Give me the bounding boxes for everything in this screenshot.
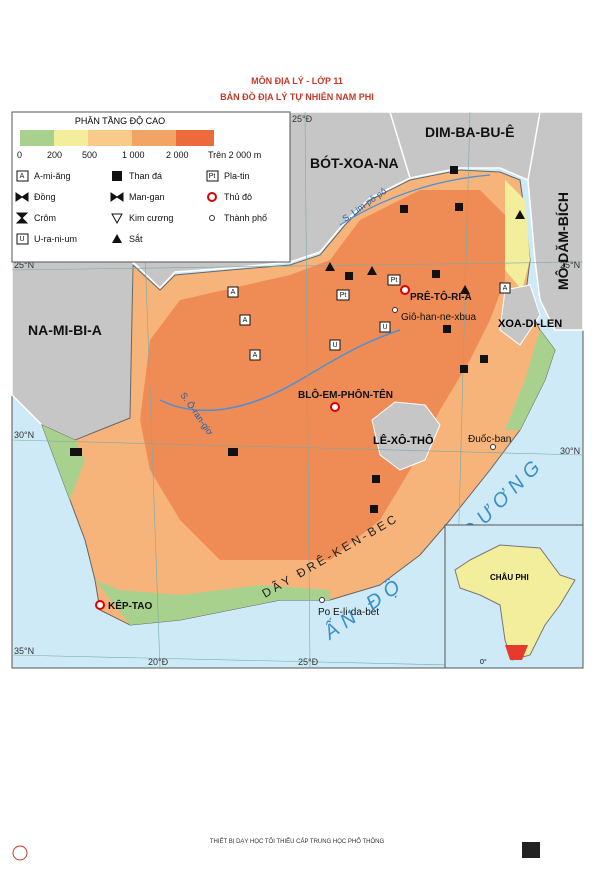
city-label: KÊP-TAO [108, 599, 152, 612]
city-label: Đuốc-ban [468, 433, 511, 445]
city-label: Giô-han-ne-xbua [401, 312, 476, 323]
elevation-label: 500 [82, 150, 97, 160]
symbol-letter: A [503, 285, 508, 292]
country-label: LÊ-XÔ-THÔ [373, 434, 434, 447]
lowland [95, 580, 330, 625]
symbol-letter: Pt [209, 173, 216, 180]
symbol-icon [15, 212, 29, 224]
symbol-letter: Pt [340, 292, 347, 299]
symbol-letter: U [332, 342, 337, 349]
coord-label: 30°N [14, 430, 34, 440]
south-africa-inset [505, 645, 528, 660]
symbol-label: Đồng [34, 192, 56, 202]
coord-label: 20°Đ [148, 657, 169, 667]
symbol-letter: U [382, 324, 387, 331]
border [389, 111, 411, 179]
river [159, 329, 401, 412]
publisher-logo [12, 845, 28, 861]
symbol-icon [112, 234, 122, 243]
lowland [42, 425, 85, 500]
coord-label: 25°N [14, 260, 34, 270]
symbol-icon [110, 192, 124, 202]
symbol-letter: Pt [391, 277, 398, 284]
capital-marker [330, 402, 340, 412]
elevation-swatch [88, 130, 132, 146]
elevation-swatch [20, 130, 54, 146]
symbol-icon [206, 170, 219, 182]
lesotho [371, 401, 441, 471]
country-label: DIM-BA-BU-Ê [425, 123, 514, 140]
country-label: BÓT-XOA-NA [310, 154, 399, 171]
elevation-label: Trên 2 000 m [208, 150, 261, 160]
symbol-icon [16, 233, 29, 245]
footer: THIẾT BỊ DẠY HỌC TỐI THIỂU CẤP TRUNG HỌC… [210, 838, 385, 845]
coord-label: 30°N [560, 446, 580, 456]
swaziland [499, 284, 541, 346]
symbol-label: Pla-tin [224, 171, 250, 181]
symbol-letter: A [231, 289, 236, 296]
coord-label: 35°N [14, 646, 34, 656]
city-label: Po E-li-da-bet [318, 607, 379, 618]
symbol-icon [15, 192, 29, 202]
coord-label: 25°Đ [292, 114, 313, 124]
symbol-label: Thành phố [224, 213, 267, 223]
city-marker [490, 444, 496, 450]
city-label: BLÔ-EM-PHÔN-TÊN [298, 388, 393, 401]
river [339, 174, 491, 226]
symbol-letter: U [19, 236, 24, 243]
capital-marker [95, 600, 105, 610]
mineral-symbols: A A A A Pt Pt U U [70, 166, 525, 513]
symbol-letter: A [243, 317, 248, 324]
map-title: BẢN ĐỒ ĐỊA LÝ TỰ NHIÊN NAM PHI [220, 91, 374, 102]
highland [140, 190, 505, 560]
elevation-label: 200 [47, 150, 62, 160]
elevation-label: 1 000 [122, 150, 145, 160]
subject: MÔN ĐỊA LÝ - LỚP 11 [251, 75, 343, 86]
country-label: NA-MI-BI-A [28, 322, 102, 338]
inset-coord: 0° [480, 658, 487, 666]
coord-label: 25°Đ [298, 657, 319, 667]
inset-label: CHÂU PHI [490, 573, 529, 582]
elevation-label: 0 [17, 150, 22, 160]
border [527, 111, 541, 181]
symbol-legend: A A-mi-ăng Than đá Pt Pla-tin Đồng Man-gan Thủ … [15, 170, 267, 245]
symbol-icon [16, 170, 29, 182]
barcode [522, 842, 540, 858]
symbol-label: Sắt [129, 234, 143, 244]
symbol-letter: A [253, 352, 258, 359]
elevation-swatch [54, 130, 88, 146]
lowland [505, 180, 530, 290]
symbol-label: A-mi-ăng [34, 171, 71, 181]
legend-title: PHÂN TẦNG ĐỘ CAO [75, 116, 165, 126]
elevation-swatch [176, 130, 214, 146]
symbol-icon [111, 213, 123, 225]
city-marker [319, 597, 325, 603]
city-marker [392, 307, 398, 313]
elevation-label: 2 000 [166, 150, 189, 160]
symbol-icon [209, 215, 215, 221]
capital-marker [400, 285, 410, 295]
symbol-label: Thủ đô [224, 192, 252, 202]
symbol-label: Than đá [129, 171, 162, 181]
country-label: MÔ-DĂM-BÍCH [554, 192, 571, 290]
coord-label: 25°N [560, 260, 580, 270]
symbol-label: Crôm [34, 213, 56, 223]
symbol-label: U-ra-ni-um [34, 234, 77, 244]
symbol-icon [112, 171, 122, 181]
africa [454, 544, 576, 661]
country-label: XOA-DI-LEN [498, 318, 562, 330]
symbol-letter: A [20, 173, 25, 180]
elevation-swatch [132, 130, 176, 146]
lowland [505, 330, 555, 430]
symbol-label: Kim cương [129, 213, 173, 223]
graticule [11, 111, 584, 669]
symbol-icon [207, 192, 217, 202]
symbol-label: Man-gan [129, 192, 165, 202]
city-label: PRÊ-TÔ-RI-A [410, 290, 472, 303]
